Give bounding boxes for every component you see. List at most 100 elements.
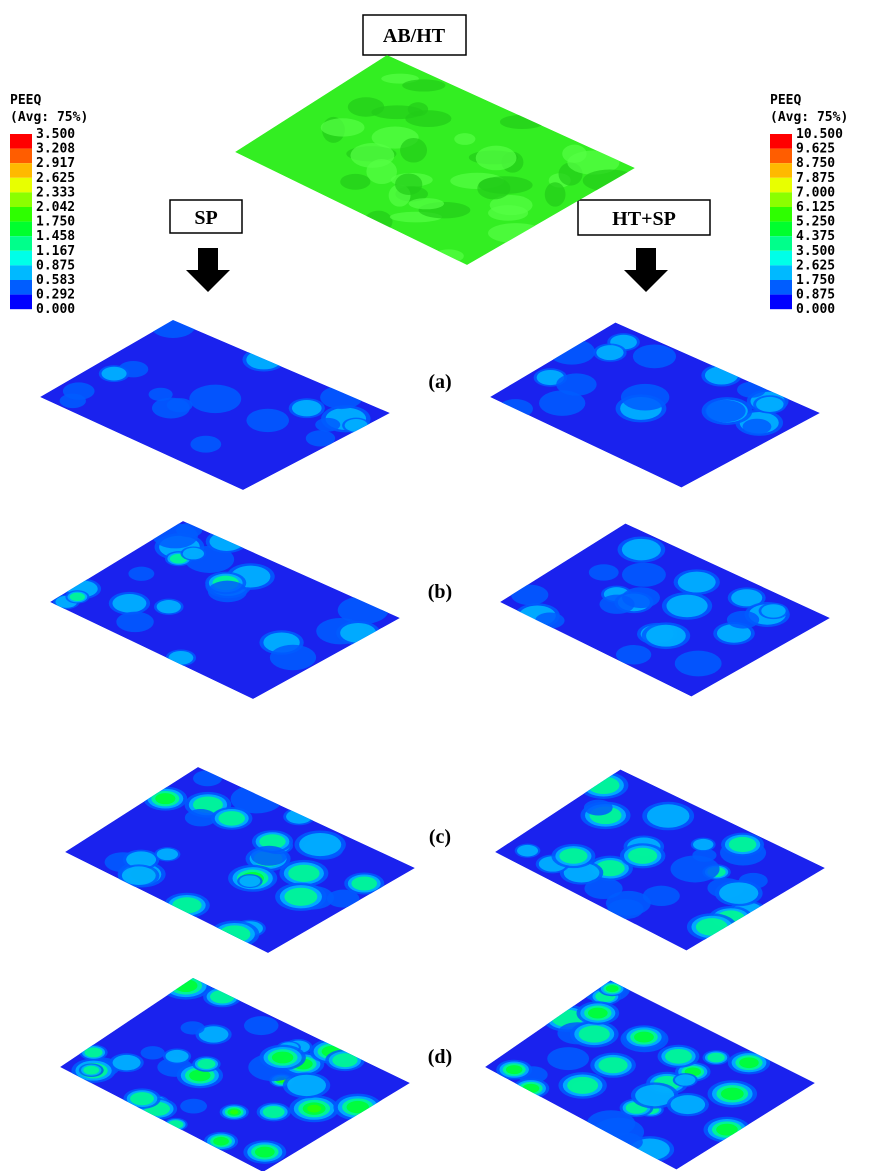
surface-spot — [180, 1099, 207, 1114]
legend-label: 10.500 — [796, 127, 843, 142]
surface-shade — [433, 249, 463, 262]
surface-shade — [402, 79, 445, 91]
surface-spot — [739, 1057, 759, 1068]
column-label: SP — [194, 207, 217, 229]
surface-shade — [350, 143, 394, 168]
surface-spot — [230, 1110, 238, 1114]
arrow — [624, 248, 668, 292]
surface-spot — [251, 846, 287, 866]
surface-spot — [332, 1053, 357, 1067]
surface-shade — [364, 211, 392, 233]
surface-spot — [548, 339, 595, 365]
surface — [50, 521, 400, 699]
legend-swatch — [770, 222, 792, 237]
legend-label: 1.167 — [36, 244, 75, 259]
surface-spot — [567, 1077, 598, 1094]
surface-spot — [219, 925, 251, 942]
surface-spot — [130, 1092, 154, 1105]
surface-spot — [729, 837, 757, 852]
surface-spot — [244, 1016, 278, 1035]
legend-swatch — [770, 178, 792, 193]
surface-shade — [321, 118, 365, 136]
surface-spot — [213, 1137, 229, 1146]
surface-shade — [488, 223, 544, 243]
surface-spot — [522, 1084, 539, 1093]
surface-spot — [696, 918, 728, 936]
surface-spot — [255, 1147, 275, 1158]
surface — [40, 313, 390, 490]
title: AB/HT — [383, 25, 446, 47]
surface-spot — [70, 593, 85, 601]
surface-spot — [606, 985, 619, 992]
surface-spot — [616, 645, 651, 664]
surface-spot — [589, 564, 619, 580]
surface-spot — [647, 804, 690, 827]
surface-spot — [315, 418, 340, 432]
surface-shade — [476, 146, 517, 171]
surface-shade — [477, 177, 510, 199]
surface-shade — [405, 110, 451, 127]
surface-spot — [678, 572, 716, 593]
surface-spot — [705, 400, 746, 422]
surface-spot — [150, 313, 195, 338]
legend-label: 3.208 — [36, 142, 75, 157]
surface-spot — [116, 612, 153, 633]
surface-spot — [128, 567, 154, 581]
surface-shade — [545, 182, 566, 206]
surface-spot — [168, 1120, 183, 1128]
surface-spot — [621, 384, 669, 411]
surface-spot — [270, 645, 316, 670]
legend-swatch — [10, 265, 32, 280]
legend-label: 1.458 — [36, 229, 75, 244]
legend-swatch — [770, 251, 792, 266]
legend-swatch — [10, 251, 32, 266]
surface-spot — [596, 345, 623, 360]
surface-spot — [63, 382, 95, 399]
legend-swatch — [10, 207, 32, 222]
legend-label: 1.750 — [796, 273, 835, 288]
surface-spot — [671, 1095, 706, 1114]
surface-shade — [409, 198, 444, 209]
legend-swatch — [10, 280, 32, 295]
surface-spot — [665, 1049, 692, 1064]
surface-spot — [174, 979, 197, 992]
surface-spot — [535, 612, 564, 628]
surface-spot — [208, 581, 247, 603]
legend-swatch — [770, 134, 792, 149]
surface-spot — [584, 800, 613, 816]
surface-spot — [218, 811, 245, 826]
surface-spot — [263, 1106, 285, 1118]
surface-spot — [719, 882, 758, 904]
surface-spot — [633, 345, 676, 369]
legend-label: 2.042 — [36, 200, 75, 215]
surface-spot — [622, 539, 661, 560]
legend-swatch — [10, 236, 32, 251]
surface-shade — [400, 138, 427, 163]
surface-spot — [517, 845, 538, 857]
legend-swatch — [770, 295, 792, 310]
surface-spot — [166, 1050, 189, 1063]
surface-spot — [559, 848, 587, 864]
legend-label: 3.500 — [796, 244, 835, 259]
surface-spot — [675, 1074, 695, 1085]
surface-spot — [193, 770, 222, 786]
surface-spot — [292, 400, 322, 416]
legend-swatch — [10, 192, 32, 207]
legend-swatch — [10, 295, 32, 310]
surface-shade — [488, 205, 528, 221]
surface-spot — [172, 897, 201, 913]
surface-spot — [643, 886, 680, 906]
legend-swatch — [10, 222, 32, 237]
surface-spot — [299, 833, 341, 856]
surface — [500, 524, 830, 697]
surface — [495, 770, 825, 951]
legend-title: PEEQ — [10, 93, 41, 108]
legend-swatch — [10, 163, 32, 178]
legend-label: 6.125 — [796, 200, 835, 215]
surface-spot — [287, 1075, 326, 1096]
legend-swatch — [10, 134, 32, 149]
surface-spot — [634, 1032, 654, 1043]
legend-label: 9.625 — [796, 142, 835, 157]
surface-spot — [113, 1055, 141, 1070]
surface-spot — [286, 809, 312, 823]
